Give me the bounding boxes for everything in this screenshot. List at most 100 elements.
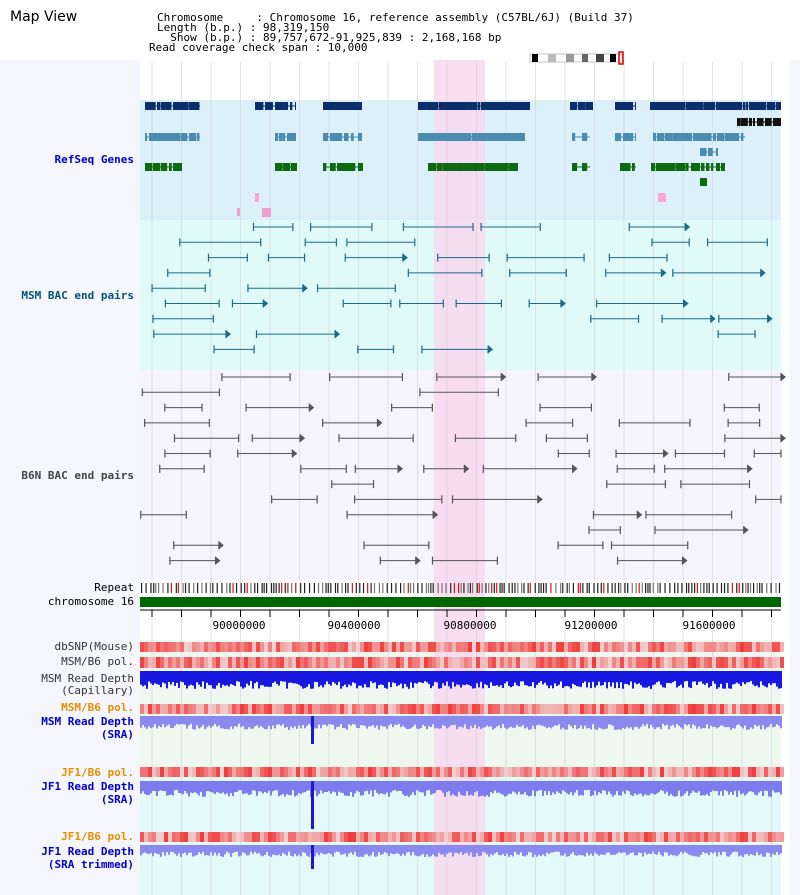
- read-depth-tracks[interactable]: [140, 671, 782, 869]
- repeat-track[interactable]: [141, 583, 781, 593]
- heat-cell: [432, 704, 436, 714]
- depth-bar: [196, 671, 198, 683]
- heat-cell: [724, 767, 728, 777]
- repeat-element: [334, 583, 337, 593]
- depth-bar: [256, 671, 258, 682]
- repeat-element: [511, 583, 513, 593]
- depth-bar: [682, 781, 684, 796]
- chromosome-bar[interactable]: [140, 597, 781, 607]
- repeat-element: [250, 583, 252, 593]
- gene-exon: [631, 133, 634, 141]
- depth-bar: [236, 781, 238, 792]
- heat-cell: [232, 704, 236, 714]
- repeat-element: [212, 583, 214, 593]
- depth-bar: [432, 671, 434, 686]
- bac-arrow: [591, 373, 597, 381]
- heat-cell: [544, 832, 548, 842]
- chromosome-ideogram[interactable]: [529, 51, 624, 65]
- gene-exon: [689, 102, 694, 110]
- heat-cell: [648, 767, 652, 777]
- depth-bar: [490, 671, 492, 683]
- depth-bar: [742, 845, 744, 857]
- gene-exon: [153, 102, 156, 110]
- b6n-bac-track[interactable]: [140, 373, 786, 565]
- heat-cell: [516, 704, 520, 714]
- depth-bar: [458, 716, 460, 727]
- heat-cell: [168, 832, 172, 842]
- depth-bar: [194, 845, 196, 856]
- heat-cell: [412, 832, 416, 842]
- depth-bar: [702, 845, 704, 853]
- depth-bar: [612, 716, 614, 726]
- depth-bar: [228, 781, 230, 797]
- heat-cell: [612, 767, 616, 777]
- gene-exon: [491, 163, 497, 171]
- depth-bar: [546, 845, 548, 853]
- length-info: Length (b.p.) : 98,319,150: [157, 21, 330, 34]
- gene-exon: [761, 118, 764, 126]
- refseq-track[interactable]: [145, 102, 781, 217]
- polymorphism-heat-tracks[interactable]: [140, 642, 784, 842]
- heat-cell: [692, 657, 696, 668]
- gene-exon: [145, 133, 148, 141]
- heat-cell: [368, 767, 372, 777]
- depth-bar: [348, 781, 350, 797]
- depth-bar: [324, 845, 326, 855]
- gene-exon: [572, 163, 578, 171]
- depth-bar: [778, 845, 780, 855]
- depth-bar: [732, 845, 734, 853]
- depth-bar: [542, 845, 544, 855]
- msm-bac-track[interactable]: [151, 223, 773, 354]
- gene-exon: [487, 102, 493, 110]
- depth-bar: [696, 716, 698, 729]
- heat-cell: [556, 642, 560, 652]
- heat-cell: [456, 767, 460, 777]
- depth-bar: [338, 671, 340, 682]
- heat-cell: [192, 642, 196, 652]
- heat-cell: [732, 767, 736, 777]
- heat-cell: [536, 767, 540, 777]
- heat-cell: [304, 704, 308, 714]
- depth-bar: [384, 716, 386, 727]
- repeat-element: [607, 583, 609, 593]
- heat-cell: [448, 832, 452, 842]
- heat-cell: [384, 832, 388, 842]
- depth-bar: [214, 671, 216, 689]
- heat-cell: [408, 657, 412, 668]
- depth-bar: [164, 781, 166, 792]
- depth-bar: [454, 781, 456, 796]
- depth-bar: [158, 671, 160, 685]
- gene-exon: [619, 133, 622, 141]
- depth-bar: [348, 716, 350, 725]
- bac-arrow: [263, 299, 269, 308]
- heat-cell: [140, 767, 144, 777]
- heat-cell: [176, 704, 180, 714]
- repeat-element: [460, 583, 462, 593]
- depth-bar: [206, 845, 208, 855]
- depth-bar: [528, 845, 530, 852]
- heat-cell: [420, 832, 424, 842]
- repeat-element: [493, 583, 495, 593]
- heat-cell: [356, 657, 360, 668]
- depth-bar: [664, 671, 666, 688]
- heat-cell: [344, 704, 348, 714]
- gene-exon: [330, 133, 338, 141]
- depth-bar: [652, 716, 654, 728]
- heat-cell: [584, 657, 588, 668]
- heat-cell: [528, 832, 532, 842]
- depth-bar: [736, 845, 738, 852]
- heat-cell: [772, 704, 776, 714]
- depth-bar: [306, 781, 308, 791]
- depth-bar: [178, 716, 180, 725]
- depth-bar: [596, 716, 598, 730]
- heat-cell: [708, 767, 712, 777]
- heat-cell: [360, 832, 364, 842]
- heat-cell: [740, 657, 744, 668]
- bac-arrow: [572, 464, 578, 473]
- depth-bar: [156, 845, 158, 854]
- depth-bar: [610, 671, 612, 687]
- heat-cell: [288, 767, 292, 777]
- depth-bar: [174, 781, 176, 791]
- heat-cell: [400, 832, 404, 842]
